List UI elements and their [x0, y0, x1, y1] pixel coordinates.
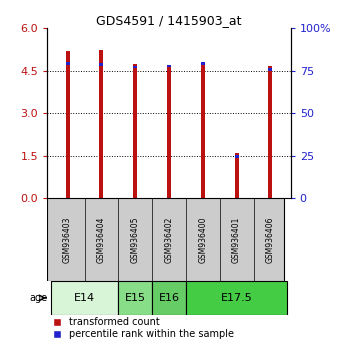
Bar: [152, 281, 186, 315]
Text: GSM936404: GSM936404: [97, 216, 106, 263]
Bar: [186, 281, 287, 315]
Text: E16: E16: [159, 293, 179, 303]
Bar: [201, 62, 205, 198]
Bar: [66, 62, 70, 64]
Bar: [99, 50, 103, 198]
Bar: [235, 153, 239, 198]
Text: E14: E14: [74, 293, 95, 303]
Text: E17.5: E17.5: [221, 293, 252, 303]
Bar: [167, 64, 171, 67]
Legend: transformed count, percentile rank within the sample: transformed count, percentile rank withi…: [52, 316, 235, 341]
Text: GSM936406: GSM936406: [266, 216, 275, 263]
Bar: [51, 281, 118, 315]
Bar: [167, 65, 171, 198]
Text: E15: E15: [125, 293, 146, 303]
Bar: [201, 62, 205, 64]
Text: GSM936403: GSM936403: [63, 216, 72, 263]
Bar: [66, 51, 70, 198]
Bar: [235, 155, 239, 158]
Bar: [99, 63, 103, 65]
Bar: [118, 281, 152, 315]
Bar: [268, 68, 272, 71]
Text: GSM936400: GSM936400: [198, 216, 207, 263]
Text: GSM936405: GSM936405: [131, 216, 140, 263]
Bar: [133, 64, 137, 198]
Text: age: age: [29, 293, 47, 303]
Title: GDS4591 / 1415903_at: GDS4591 / 1415903_at: [96, 14, 242, 27]
Bar: [133, 65, 137, 68]
Text: GSM936401: GSM936401: [232, 216, 241, 263]
Text: GSM936402: GSM936402: [165, 216, 173, 263]
Bar: [268, 67, 272, 198]
